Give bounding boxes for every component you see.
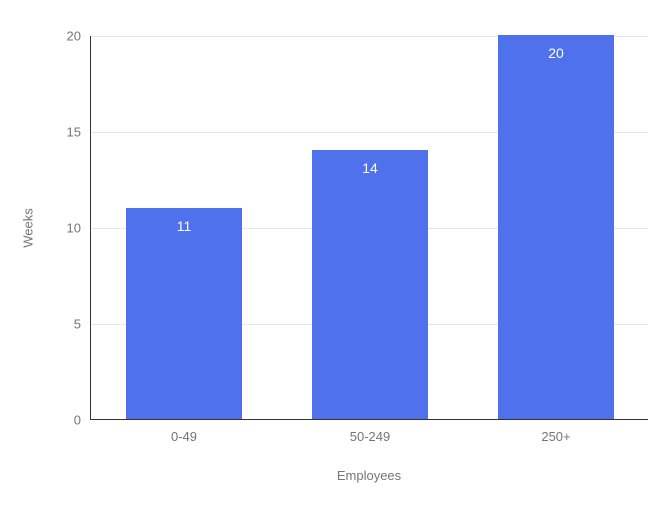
- x-tick-label: 250+: [541, 419, 570, 444]
- y-tick-label: 0: [74, 413, 91, 428]
- bar: 14: [312, 150, 427, 419]
- y-tick-label: 15: [67, 125, 91, 140]
- y-tick-label: 20: [67, 29, 91, 44]
- bar: 11: [126, 208, 241, 419]
- bar-value-label: 20: [498, 45, 613, 61]
- plot-area: 05101520110-491450-24920250+: [90, 36, 648, 420]
- y-tick-label: 5: [74, 317, 91, 332]
- bar-value-label: 11: [126, 218, 241, 234]
- y-axis-title: Weeks: [21, 208, 36, 248]
- x-axis-title: Employees: [337, 468, 401, 483]
- x-tick-label: 50-249: [350, 419, 390, 444]
- x-tick-label: 0-49: [171, 419, 197, 444]
- bar-value-label: 14: [312, 160, 427, 176]
- bar-chart: 0 5 10 15 20 11 0-49 14 50-249 20 250+ Weeks Emplo…: [0, 0, 670, 521]
- bar: 20: [498, 35, 613, 419]
- y-tick-label: 10: [67, 221, 91, 236]
